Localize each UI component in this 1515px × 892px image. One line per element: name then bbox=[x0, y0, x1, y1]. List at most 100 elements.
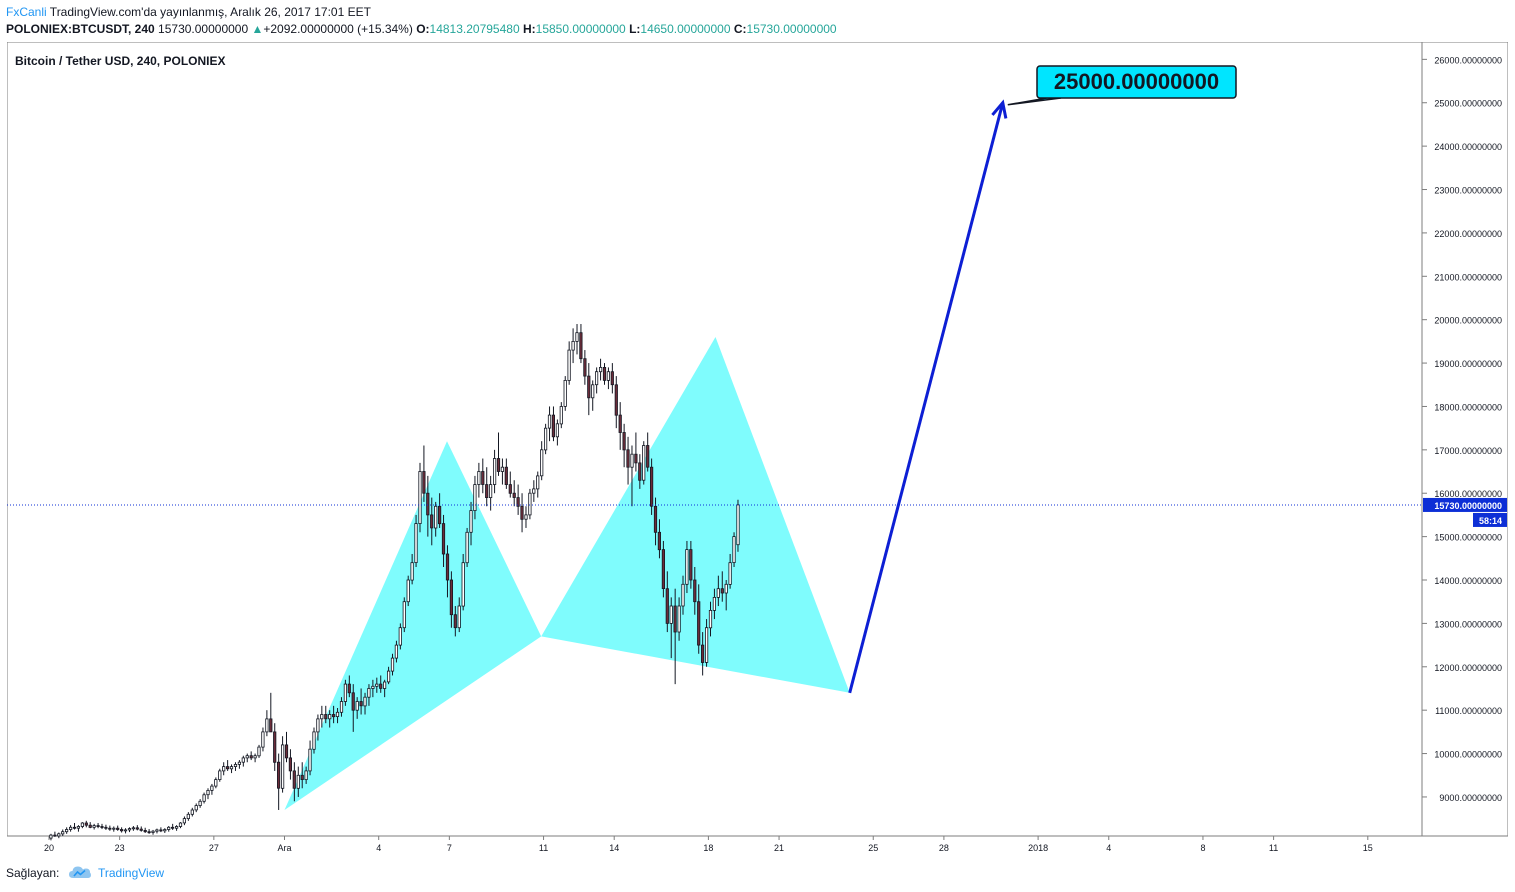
price-tick-label: 16000.00000000 bbox=[1434, 489, 1502, 499]
candle-body bbox=[159, 829, 163, 832]
candle-body bbox=[257, 746, 261, 757]
candle-body bbox=[210, 785, 214, 791]
candle-body bbox=[544, 427, 548, 451]
chart-area[interactable]: Bitcoin / Tether USD, 240, POLONIEX 2500… bbox=[7, 42, 1508, 856]
candle-body bbox=[143, 830, 147, 833]
candle-body bbox=[697, 601, 701, 646]
candle-body bbox=[151, 830, 155, 833]
candle-body bbox=[599, 366, 603, 373]
candle-body bbox=[174, 826, 179, 829]
candle-body bbox=[288, 757, 293, 772]
candle-body bbox=[673, 605, 677, 633]
time-tick-label: 2018 bbox=[1028, 843, 1048, 853]
candle-body bbox=[701, 644, 705, 663]
countdown-label: 58:14 bbox=[1479, 516, 1502, 526]
price-tick-label: 19000.00000000 bbox=[1434, 359, 1502, 369]
time-tick-label: 18 bbox=[703, 843, 713, 853]
candle-body bbox=[500, 466, 505, 472]
candle-body bbox=[579, 332, 583, 360]
time-tick-label: 25 bbox=[868, 843, 878, 853]
candle-body bbox=[402, 601, 406, 629]
candle-body bbox=[316, 718, 320, 733]
time-tick-label: 4 bbox=[376, 843, 381, 853]
last-price: 15730.00000000 bbox=[158, 22, 249, 36]
time-tick-label: 14 bbox=[609, 843, 619, 853]
publish-info: TradingView.com'da yayınlanmış, Aralık 2… bbox=[46, 5, 371, 19]
candle-body bbox=[488, 484, 493, 499]
countdown-tag bbox=[1473, 512, 1507, 527]
candle-body bbox=[61, 831, 65, 835]
candlestick-chart[interactable]: Bitcoin / Tether USD, 240, POLONIEX 2500… bbox=[7, 42, 1508, 856]
candle-body bbox=[504, 466, 508, 486]
open-value: 14813.20795480 bbox=[429, 22, 520, 36]
candle-body bbox=[610, 371, 614, 386]
candle-body bbox=[127, 828, 132, 831]
candle-body bbox=[669, 605, 673, 624]
price-tick-label: 12000.00000000 bbox=[1434, 663, 1502, 673]
candle-body bbox=[422, 471, 426, 494]
candle-body bbox=[736, 504, 740, 546]
candle-body bbox=[567, 349, 571, 381]
price-tick-label: 10000.00000000 bbox=[1434, 750, 1502, 760]
candle-body bbox=[120, 829, 124, 832]
footer: Sağlayan: TradingView bbox=[0, 860, 1515, 892]
candle-body bbox=[657, 531, 662, 551]
candle-body bbox=[602, 366, 607, 381]
candle-body bbox=[108, 827, 112, 830]
candle-body bbox=[705, 627, 709, 663]
candle-body bbox=[178, 822, 183, 827]
candle-body bbox=[245, 755, 249, 759]
projection-line bbox=[848, 102, 1005, 694]
candle-body bbox=[418, 471, 422, 524]
candle-body bbox=[626, 449, 630, 468]
ohlc-line: POLONIEX:BTCUSDT, 240 15730.00000000 ▲+2… bbox=[6, 22, 837, 36]
candle-body bbox=[112, 827, 116, 830]
candle-body bbox=[206, 790, 210, 796]
high-value: 15850.00000000 bbox=[535, 22, 626, 36]
candle-body bbox=[712, 597, 717, 611]
candle-body bbox=[410, 562, 414, 581]
provider-link[interactable]: TradingView bbox=[98, 866, 165, 880]
candle-body bbox=[139, 828, 143, 831]
candle-body bbox=[477, 471, 481, 485]
candle-body bbox=[520, 505, 524, 520]
candle-body bbox=[355, 701, 359, 711]
candle-body bbox=[229, 766, 234, 770]
candle-body bbox=[292, 770, 296, 789]
price-tick-label: 9000.00000000 bbox=[1439, 793, 1502, 803]
price-tick-label: 14000.00000000 bbox=[1434, 576, 1502, 586]
candle-body bbox=[559, 406, 563, 425]
candle-body bbox=[375, 683, 379, 687]
candle-body bbox=[49, 834, 53, 839]
author-link[interactable]: FxCanli bbox=[6, 5, 47, 19]
candle-body bbox=[379, 683, 383, 689]
target-callout bbox=[1036, 65, 1237, 99]
candle-body bbox=[390, 657, 395, 672]
close-label: C: bbox=[733, 22, 747, 36]
candle-body bbox=[241, 757, 245, 763]
candle-body bbox=[638, 462, 642, 481]
provider-label: Sağlayan: bbox=[6, 866, 60, 880]
candle-body bbox=[551, 414, 556, 438]
candle-body bbox=[359, 701, 363, 707]
candle-body bbox=[190, 809, 194, 815]
candle-body bbox=[461, 562, 465, 607]
candle-body bbox=[182, 818, 186, 824]
candle-body bbox=[237, 761, 241, 765]
candle-body bbox=[650, 466, 654, 507]
candle-body bbox=[708, 610, 713, 629]
candle-body bbox=[198, 800, 202, 806]
candle-body bbox=[347, 683, 351, 694]
candle-body bbox=[540, 449, 544, 477]
high-label: H: bbox=[522, 22, 536, 36]
candle-body bbox=[65, 829, 69, 833]
candle-body bbox=[614, 384, 618, 416]
price-axis: 9000.00000000 10000.00000000 11000.0000000… bbox=[1422, 55, 1502, 803]
candle-body bbox=[218, 770, 222, 781]
candle-body bbox=[194, 805, 198, 811]
candle-body bbox=[116, 827, 120, 830]
candle-body bbox=[430, 514, 434, 529]
candle-body bbox=[591, 384, 595, 399]
candle-body bbox=[508, 484, 512, 494]
price-tick-label: 13000.00000000 bbox=[1434, 619, 1502, 629]
